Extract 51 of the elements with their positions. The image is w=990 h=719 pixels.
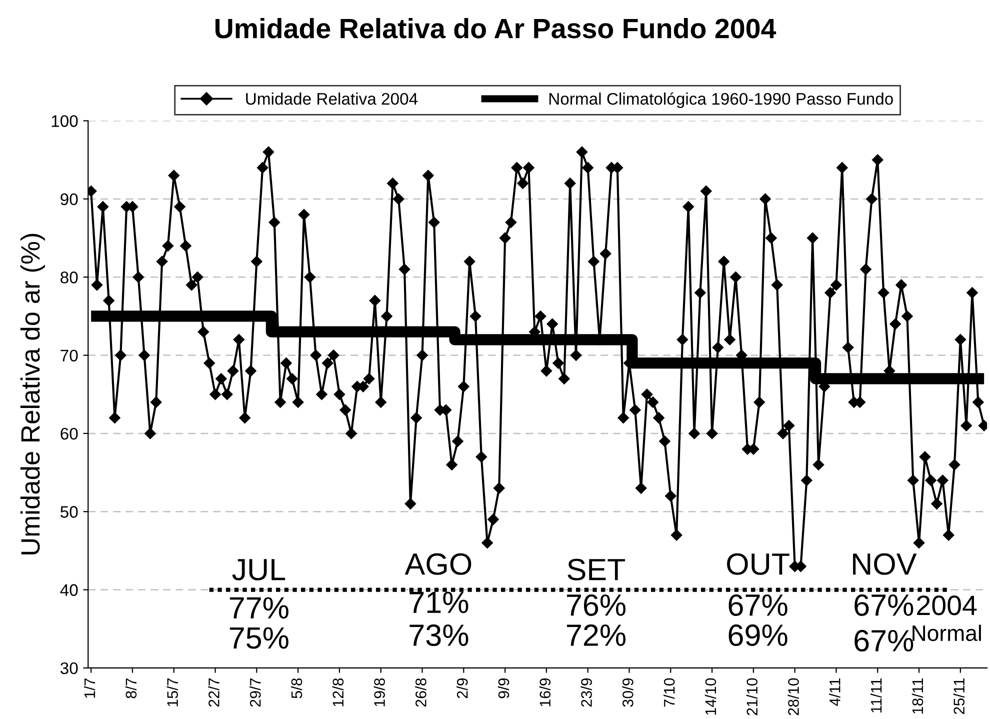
x-tick-label: 19/8: [374, 678, 385, 706]
x-tick-label: 14/10: [704, 678, 716, 715]
legend-label: Normal Climatológica 1960-1990 Passo Fundo: [549, 92, 893, 108]
x-tick-label: 29/7: [250, 678, 261, 707]
x-tick-label: 12/8: [332, 678, 344, 706]
y-tick-label: 90: [60, 193, 78, 206]
annotation: Normal: [912, 624, 981, 642]
y-axis-title: Umidade Relativa do ar (%): [20, 234, 46, 554]
x-tick-label: 28/10: [788, 678, 799, 716]
x-tick-label: 25/11: [953, 678, 965, 714]
x-tick-label: 18/11: [912, 678, 924, 714]
x-tick-label: 1/7: [84, 678, 96, 698]
annotation: 75%: [230, 627, 288, 649]
x-tick-label: 16/9: [539, 678, 551, 706]
annotation: 2004: [917, 596, 977, 616]
x-tick-label: 30/9: [622, 678, 634, 707]
annotation: SET: [568, 558, 626, 580]
y-tick-label: 100: [52, 115, 78, 127]
annotation: 73%: [410, 624, 468, 646]
legend-label: Umidade Relativa 2004: [246, 92, 418, 105]
annotation: 76%: [566, 594, 626, 616]
x-tick-label: 7/10: [664, 678, 675, 707]
x-tick-label: 5/8: [290, 678, 302, 698]
x-tick-label: 15/7: [166, 678, 178, 706]
annotation: 77%: [230, 597, 288, 619]
x-tick-label: 22/7: [208, 678, 220, 707]
y-tick-label: 30: [60, 662, 78, 674]
annotation: 67%: [728, 594, 788, 616]
x-tick-label: 11/11: [870, 678, 882, 712]
annotation: OUT: [727, 553, 790, 575]
x-tick-label: 26/8: [415, 678, 426, 707]
annotation: 71%: [410, 592, 468, 614]
y-tick-label: 40: [60, 584, 78, 596]
annotation: JUL: [232, 559, 286, 580]
x-tick-label: 4/11: [829, 678, 840, 706]
x-tick-label: 21/10: [746, 678, 758, 716]
x-tick-label: 23/9: [580, 678, 592, 707]
x-tick-label: 8/7: [125, 678, 137, 698]
chart-title: Umidade Relativa do Ar Passo Fundo 2004: [215, 18, 776, 38]
x-tick-label: 2/9: [456, 678, 468, 698]
x-tick-label: 9/9: [498, 678, 510, 698]
y-tick-label: 60: [60, 428, 78, 440]
annotation: NOV: [853, 553, 917, 575]
y-tick-label: 80: [60, 272, 78, 284]
annotation: 67%: [854, 594, 914, 616]
annotation: 69%: [728, 624, 788, 646]
y-tick-label: 70: [60, 350, 78, 362]
annotation: 67%: [854, 630, 914, 652]
annotation: AGO: [404, 553, 472, 575]
y-tick-label: 50: [60, 506, 78, 518]
annotation: 72%: [566, 624, 626, 646]
